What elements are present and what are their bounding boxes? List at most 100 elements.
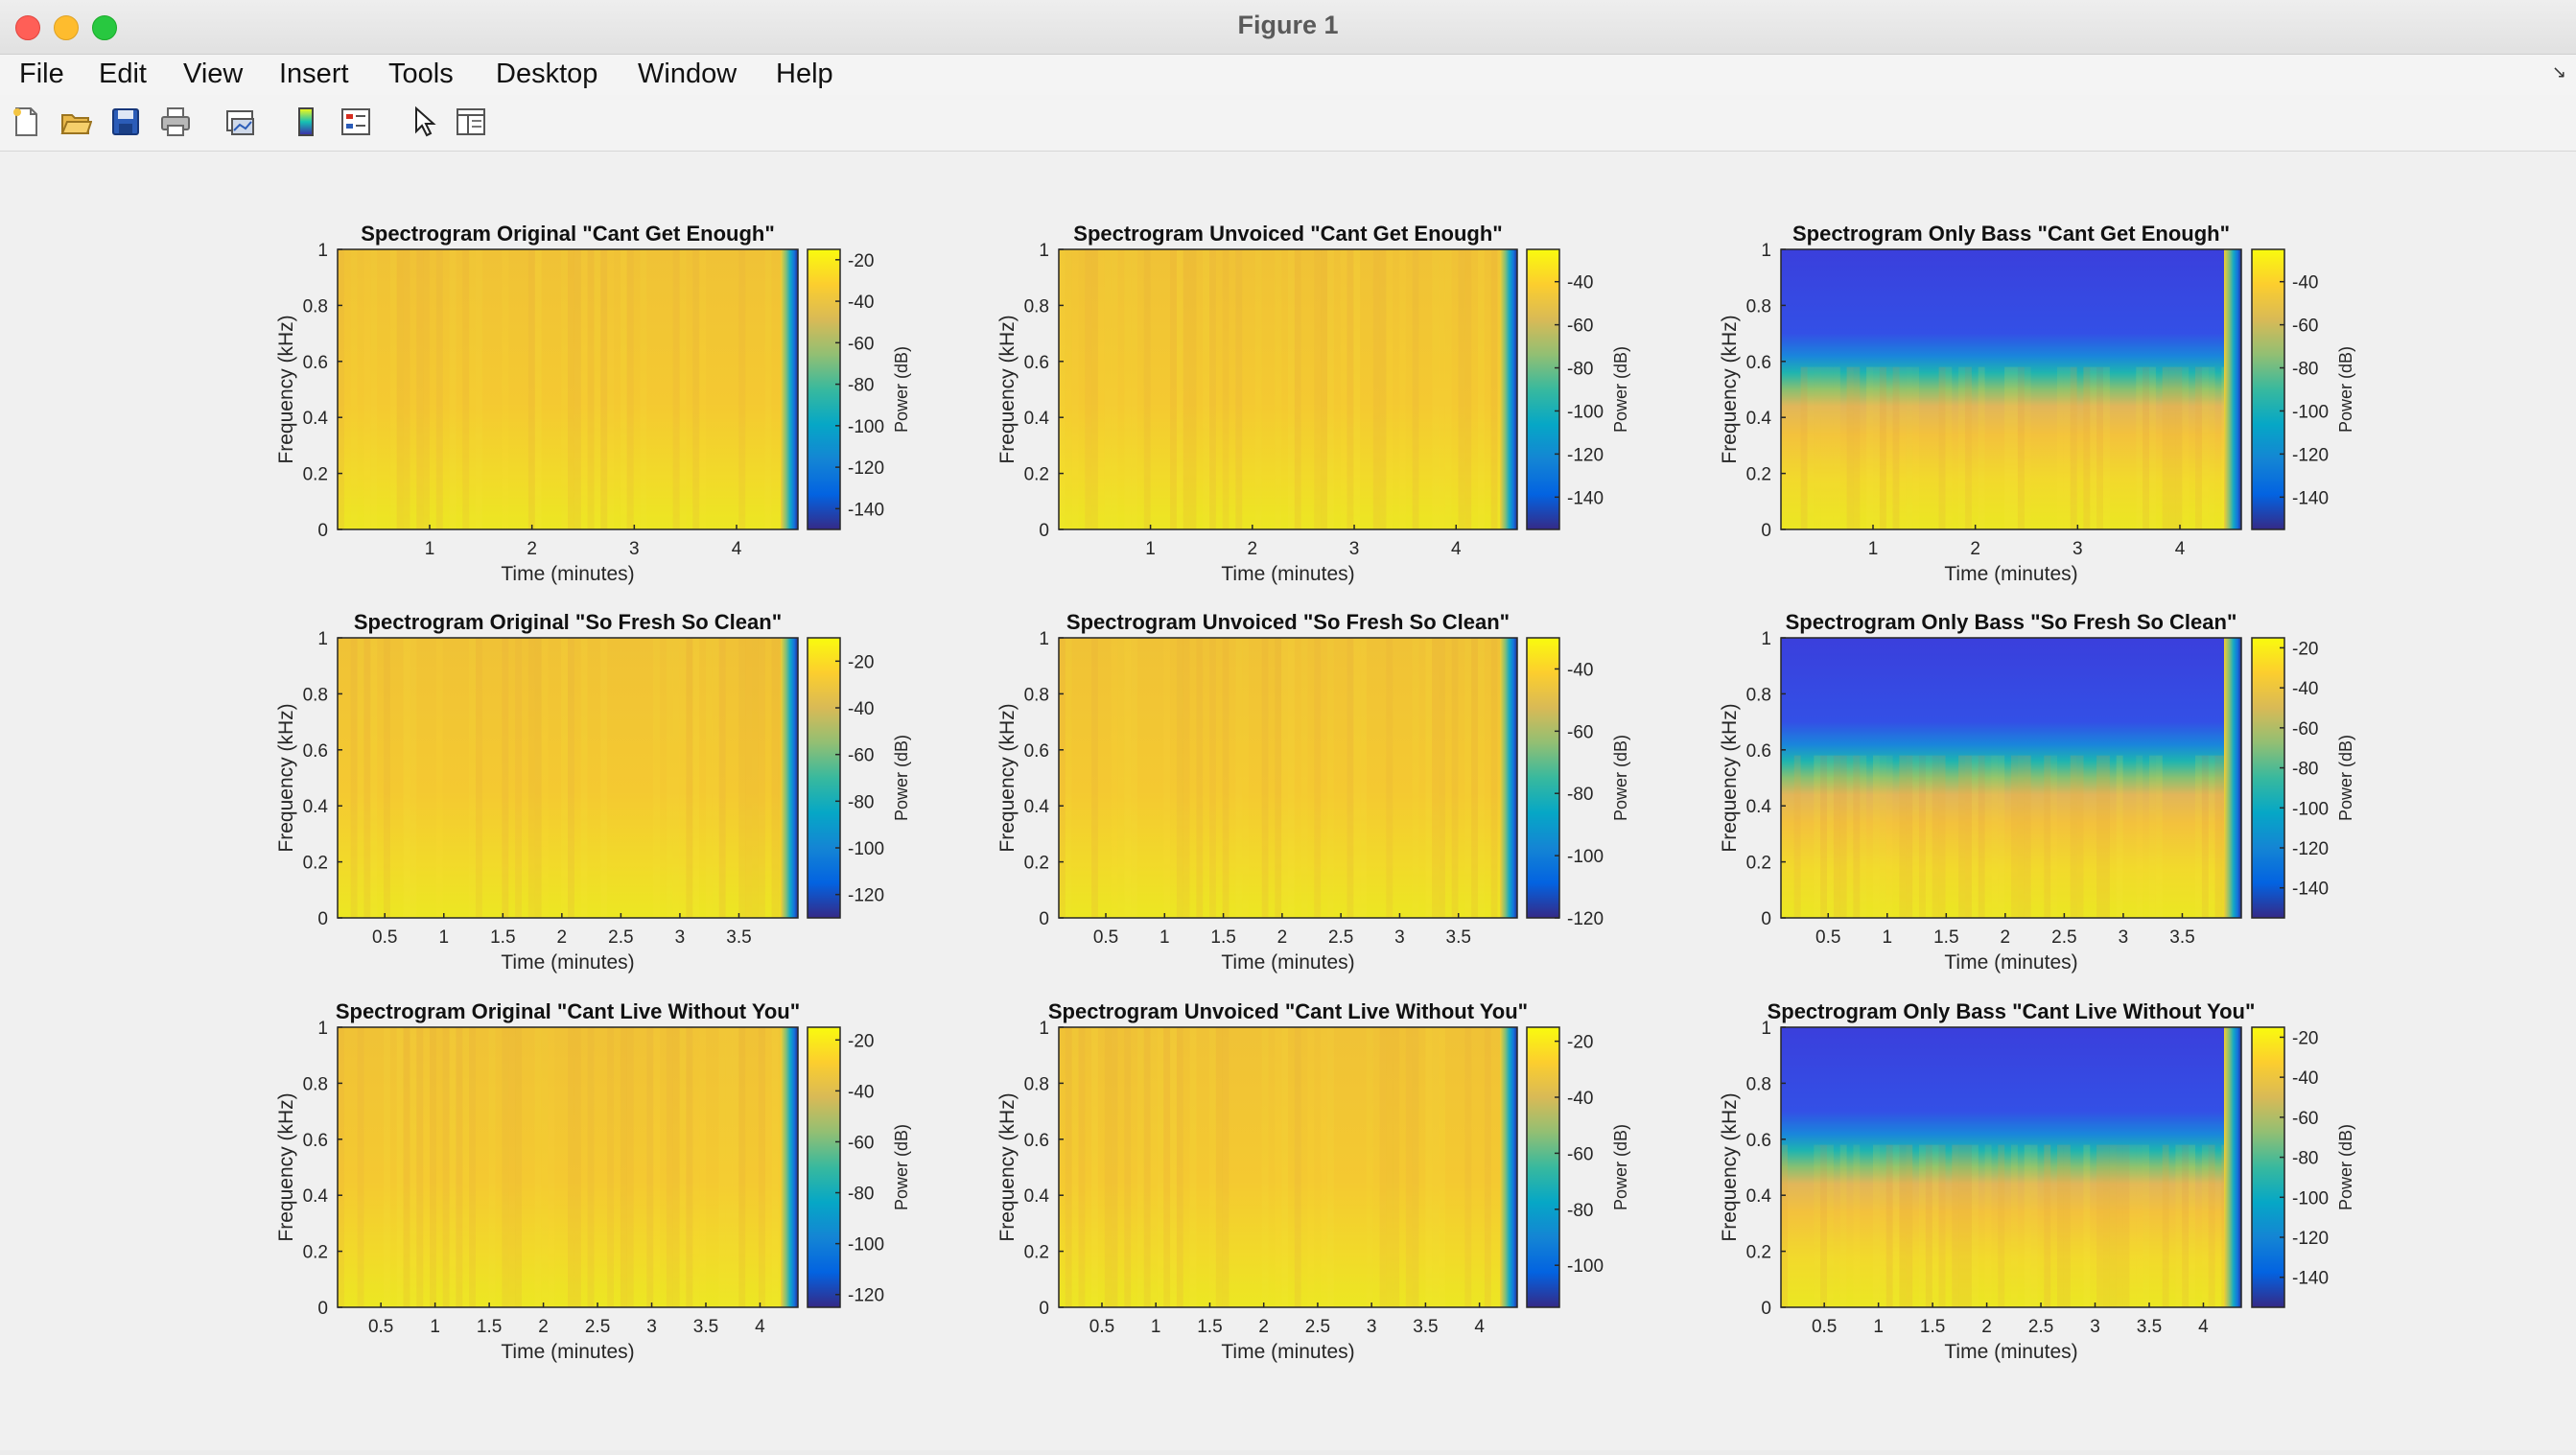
spectral-texture-band — [1814, 1144, 1821, 1307]
x-tick-label: 1 — [438, 927, 449, 948]
menu-window[interactable]: Window — [638, 59, 738, 89]
spectral-texture-band — [515, 1027, 522, 1307]
spectrogram-panel[interactable]: 0 0.2 0.4 0.6 0.8 1 0.5 1 1.5 2 2.5 3 3.5 4 Spectrogra… — [996, 999, 1630, 1363]
spectral-texture-band — [1340, 249, 1347, 529]
spectral-texture-band — [1899, 1144, 1907, 1307]
colorbar-tick-label: -40 — [848, 699, 874, 719]
menu-view[interactable]: View — [183, 59, 244, 89]
spectral-texture-band — [771, 638, 779, 918]
spectral-texture-band — [1892, 366, 1900, 529]
save-icon[interactable] — [109, 106, 142, 138]
close-window-button[interactable] — [15, 15, 40, 40]
spectral-texture-band — [1235, 638, 1243, 918]
colorbar[interactable] — [1526, 637, 1560, 919]
print-icon[interactable] — [159, 106, 192, 138]
minimize-window-button[interactable] — [54, 15, 79, 40]
spectrogram-panel[interactable]: 0 0.2 0.4 0.6 0.8 1 1 2 3 4 Spectrogram Original "… — [275, 222, 911, 585]
legend-icon[interactable] — [340, 106, 372, 138]
spectrogram-panel[interactable]: 0 0.2 0.4 0.6 0.8 1 1 2 3 4 Spectrogram Unvoiced "… — [996, 222, 1630, 585]
plot-title: Spectrogram Unvoiced "Cant Get Enough" — [1073, 222, 1502, 246]
spectrogram-panel[interactable]: 0 0.2 0.4 0.6 0.8 1 1 2 3 4 Spectrogram Only Bass … — [1719, 222, 2355, 585]
zoom-window-button[interactable] — [92, 15, 117, 40]
colorbar[interactable] — [807, 1026, 841, 1308]
spectral-texture-band — [1833, 755, 1840, 918]
spectrogram-panel[interactable]: 0 0.2 0.4 0.6 0.8 1 0.5 1 1.5 2 2.5 3 3.5 4 Spectrogra… — [275, 999, 911, 1363]
spectral-texture-band — [2024, 1144, 2031, 1307]
menu-desktop[interactable]: Desktop — [496, 59, 598, 89]
spectral-texture-band — [2076, 755, 2084, 918]
spectral-texture-band — [1091, 249, 1098, 529]
spectral-texture-band — [1991, 755, 1999, 918]
dock-arrow-icon[interactable]: ↘ — [2551, 62, 2566, 82]
x-tick-label: 2 — [527, 539, 537, 559]
menu-edit[interactable]: Edit — [99, 59, 147, 89]
spectral-texture-band — [1379, 1027, 1387, 1307]
new-figure-icon[interactable] — [10, 106, 42, 138]
spectral-texture-band — [350, 249, 358, 529]
spectral-texture-band — [416, 1027, 424, 1307]
link-plot-icon[interactable] — [224, 106, 257, 138]
spectral-texture-band — [1846, 366, 1854, 529]
y-tick-label: 1 — [317, 629, 328, 649]
property-inspector-icon[interactable] — [455, 106, 487, 138]
x-tick-label: 0.5 — [1093, 927, 1118, 948]
colorbar[interactable] — [807, 248, 841, 530]
colorbar-tick-label: -60 — [2292, 1109, 2318, 1129]
colorbar[interactable] — [807, 637, 841, 919]
spectral-texture-band — [2004, 366, 2011, 529]
spectral-texture-band — [679, 249, 687, 529]
pointer-icon[interactable] — [408, 106, 440, 138]
colorbar[interactable] — [1526, 248, 1560, 530]
y-axis-label: Frequency (kHz) — [1719, 703, 1741, 852]
spectral-texture-band — [1425, 1027, 1433, 1307]
spectral-texture-band — [2175, 366, 2183, 529]
spectrogram-panel[interactable]: 0 0.2 0.4 0.6 0.8 1 0.5 1 1.5 2 2.5 3 3.5 Spectrogram… — [1719, 610, 2355, 974]
spectral-texture-band — [1439, 1027, 1445, 1307]
colorbar[interactable] — [2251, 248, 2285, 530]
spectral-texture-band — [692, 249, 700, 529]
spectral-texture-band — [469, 249, 476, 529]
spectral-texture-band — [430, 1027, 436, 1307]
spectral-texture-band — [653, 1027, 660, 1307]
x-tick-label: 1 — [425, 539, 435, 559]
menu-help[interactable]: Help — [776, 59, 833, 89]
spectral-texture-band — [1222, 249, 1229, 529]
spectral-texture-band — [2168, 366, 2176, 529]
spectral-texture-band — [2011, 1144, 2018, 1307]
spectral-texture-band — [2109, 1144, 2117, 1307]
spectral-texture-band — [2103, 366, 2110, 529]
spectral-texture-band — [423, 249, 430, 529]
spectrogram-panel[interactable]: 0 0.2 0.4 0.6 0.8 1 0.5 1 1.5 2 2.5 3 3.5 Spectrogram… — [996, 610, 1630, 974]
spectral-texture-band — [574, 249, 581, 529]
spectral-texture-band — [1288, 638, 1295, 918]
spectral-texture-band — [1353, 638, 1361, 918]
menu-file[interactable]: File — [19, 59, 64, 89]
plot-title: Spectrogram Unvoiced "Cant Live Without … — [1048, 999, 1528, 1023]
colorbar[interactable] — [1526, 1026, 1560, 1308]
spectral-texture-band — [1117, 638, 1125, 918]
spectral-texture-band — [1906, 755, 1913, 918]
x-tick-label: 3 — [2119, 927, 2129, 948]
spectral-texture-band — [1925, 1144, 1932, 1307]
plot-title: Spectrogram Original "Cant Live Without … — [336, 999, 800, 1023]
colorbar[interactable] — [2251, 1026, 2285, 1308]
colorbar-tick-label: -140 — [848, 500, 884, 520]
spectral-texture-band — [2017, 366, 2025, 529]
colorbar-icon[interactable] — [291, 106, 323, 138]
x-tick-label: 3.5 — [1446, 927, 1471, 948]
colorbar[interactable] — [2251, 637, 2285, 919]
spectral-texture-band — [1393, 1027, 1400, 1307]
open-file-icon[interactable] — [59, 106, 92, 138]
spectral-texture-band — [1254, 249, 1262, 529]
menu-tools[interactable]: Tools — [388, 59, 454, 89]
x-tick-label: 1.5 — [477, 1317, 502, 1337]
spectrogram-edge — [781, 638, 798, 918]
colorbar-tick-label: -80 — [848, 376, 874, 396]
colorbar-tick-label: -80 — [848, 1185, 874, 1205]
colorbar-tick-label: -40 — [2292, 679, 2318, 699]
spectrogram-panel[interactable]: 0 0.2 0.4 0.6 0.8 1 0.5 1 1.5 2 2.5 3 3.5 4 Spectrogra… — [1719, 999, 2355, 1363]
menu-insert[interactable]: Insert — [279, 59, 349, 89]
spectral-texture-band — [2136, 366, 2143, 529]
spectrogram-panel[interactable]: 0 0.2 0.4 0.6 0.8 1 0.5 1 1.5 2 2.5 3 3.5 Spectrogram… — [275, 610, 911, 974]
spectral-texture-band — [1451, 638, 1459, 918]
